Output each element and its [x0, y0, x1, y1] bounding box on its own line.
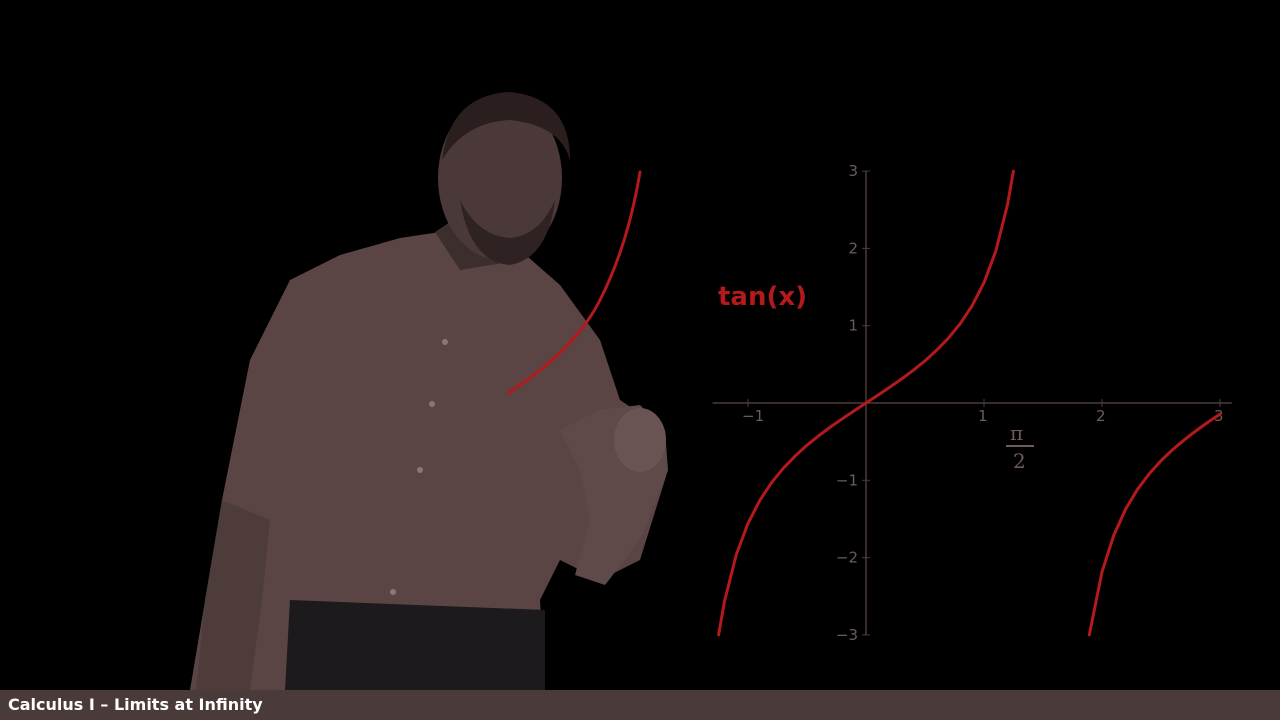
- y-tick-label: 1: [848, 317, 858, 335]
- y-tick-label: 3: [848, 162, 858, 180]
- instructor-left-arm: [196, 500, 270, 690]
- x-tick-label: 1: [978, 407, 988, 425]
- y-axis-ticks: 3 2 1 −1 −2 −3: [836, 162, 870, 644]
- instructor-pants: [285, 600, 545, 690]
- pi-numerator: π: [1010, 421, 1023, 445]
- tan-branch-1: [717, 169, 1015, 637]
- caption-title: Calculus I – Limits at Infinity: [8, 695, 263, 714]
- handwritten-pi-over-2: π 2: [1006, 421, 1034, 473]
- y-tick-label: −2: [836, 549, 858, 567]
- x-tick-label: −1: [742, 407, 764, 425]
- caption-bar: Calculus I – Limits at Infinity: [0, 690, 1280, 720]
- instructor-hair: [442, 92, 570, 160]
- tan-branch-2: [1087, 412, 1222, 637]
- tan-graph: −1 1 2 3 3 2 1 −1 −2 −3: [506, 162, 1232, 644]
- pi-denominator: 2: [1013, 449, 1026, 473]
- function-label: tan(x): [718, 282, 807, 312]
- instructor-figure: [190, 92, 668, 690]
- y-tick-label: 2: [848, 239, 858, 257]
- shirt-buttons: [390, 339, 448, 595]
- y-tick-label: −1: [836, 471, 858, 489]
- instructor-hand: [614, 408, 666, 472]
- y-tick-label: −3: [836, 626, 858, 644]
- instructor-shirt: [190, 232, 668, 690]
- x-tick-label: 2: [1096, 407, 1106, 425]
- tan-branch-partial-left: [506, 170, 642, 395]
- tan-curves: [506, 169, 1222, 637]
- instructor-beard: [460, 200, 555, 265]
